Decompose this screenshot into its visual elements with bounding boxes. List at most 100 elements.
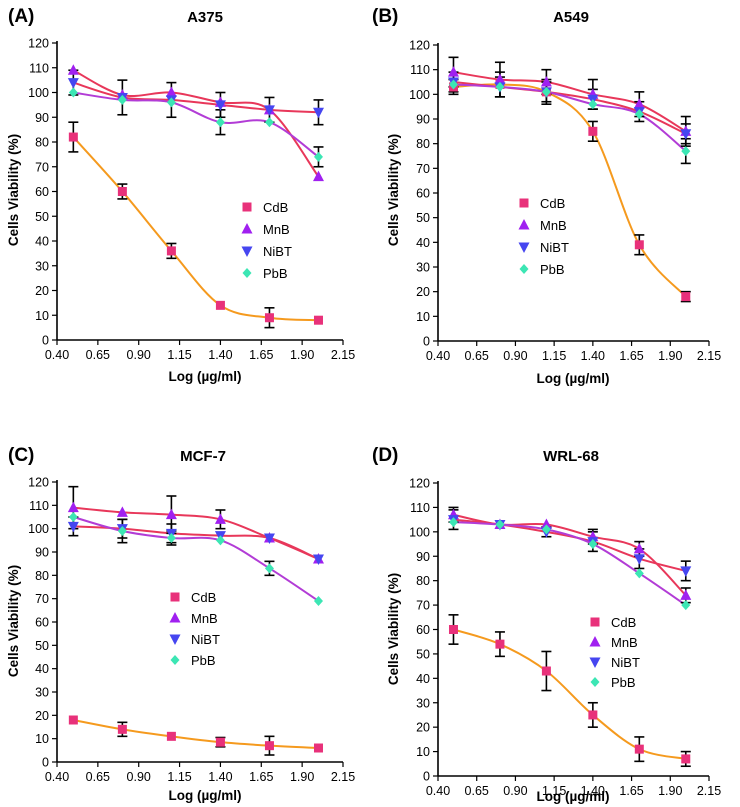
y-tick-label: 120 — [409, 39, 430, 53]
data-point-pbb — [541, 524, 551, 535]
y-tick-label: 10 — [35, 309, 49, 323]
legend-marker-mnb — [169, 612, 181, 623]
legend-label: PbB — [540, 262, 565, 277]
legend-marker-cdb — [590, 617, 600, 627]
y-tick-label: 80 — [35, 136, 49, 150]
data-point-pbb — [588, 99, 598, 110]
legend: CdB MnB NiBT PbB — [518, 196, 569, 277]
legend-label: NiBT — [611, 655, 640, 670]
x-tick-label: 2.15 — [697, 349, 721, 363]
y-tick-label: 120 — [28, 476, 49, 490]
fit-curve-mnb — [72, 69, 320, 178]
data-point-cdb — [68, 132, 78, 142]
x-tick-label: 2.15 — [697, 784, 721, 798]
y-axis-label: Cells Viability (%) — [386, 134, 401, 246]
data-point-pbb — [68, 512, 78, 522]
x-axis-label: Log (µg/ml) — [168, 369, 241, 384]
legend-label: MnB — [611, 635, 638, 650]
data-point-nibt — [214, 100, 226, 111]
legend-label: CdB — [191, 590, 216, 605]
data-point-mnb — [67, 64, 79, 75]
data-point-mnb — [494, 73, 506, 85]
data-point-pbb — [264, 117, 274, 128]
y-tick-label: 80 — [416, 137, 430, 151]
legend-label: CdB — [611, 615, 636, 630]
legend-label: PbB — [611, 675, 636, 690]
y-axis-label: Cells Viability (%) — [6, 134, 21, 246]
y-tick-label: 20 — [416, 721, 430, 735]
x-tick-label: 1.65 — [249, 348, 273, 362]
y-tick-label: 30 — [416, 261, 430, 275]
chart-title: A549 — [553, 9, 589, 26]
data-point-pbb — [495, 81, 505, 92]
data-point-cdb — [495, 639, 505, 649]
legend-label: NiBT — [263, 244, 292, 259]
data-point-mnb — [540, 76, 552, 87]
y-tick-label: 0 — [42, 334, 49, 348]
data-point-nibt — [67, 78, 79, 89]
data-point-cdb — [215, 300, 225, 310]
x-tick-label: 0.65 — [86, 770, 110, 784]
y-tick-label: 110 — [29, 499, 49, 513]
data-point-nibt — [263, 105, 275, 116]
legend-label: PbB — [263, 266, 288, 281]
data-point-nibt — [263, 533, 275, 544]
data-point-mnb — [447, 66, 459, 77]
legend: CdB MnB NiBT PbB — [589, 615, 640, 690]
legend-marker-cdb — [242, 202, 252, 212]
x-axis-label: Log (µg/ml) — [536, 371, 609, 386]
y-tick-label: 30 — [35, 686, 49, 700]
legend-label: MnB — [191, 611, 218, 626]
legend-marker-cdb — [170, 592, 180, 602]
fit-curve-mnb — [453, 513, 687, 597]
chart-title: A375 — [187, 9, 223, 26]
legend-label: NiBT — [191, 632, 220, 647]
y-tick-label: 50 — [416, 211, 430, 225]
panel-label: (D) — [372, 445, 398, 466]
y-tick-label: 60 — [416, 187, 430, 201]
data-point-nibt — [633, 554, 645, 565]
legend-marker-pbb — [590, 677, 600, 687]
data-point-mnb — [633, 98, 645, 109]
data-point-nibt — [312, 107, 324, 119]
data-point-pbb — [166, 97, 176, 108]
y-axis-label: Cells Viability (%) — [386, 573, 401, 685]
data-point-pbb — [264, 563, 274, 574]
data-point-mnb — [214, 513, 226, 524]
data-point-pbb — [541, 86, 551, 97]
legend-marker-nibt — [589, 657, 601, 668]
data-point-cdb — [117, 187, 127, 196]
data-point-pbb — [313, 151, 323, 162]
x-tick-label: 1.40 — [208, 348, 232, 362]
legend-marker-mnb — [589, 636, 601, 647]
x-tick-label: 1.65 — [619, 349, 643, 363]
legend-marker-pbb — [242, 268, 252, 278]
y-tick-label: 120 — [28, 37, 49, 51]
y-tick-label: 30 — [35, 259, 49, 273]
data-point-pbb — [588, 539, 598, 550]
chart-panel-mcf-7: (C) MCF-7 0 10 20 30 40 50 60 70 80 90 100 110 120 0.40… — [6, 445, 355, 803]
y-tick-label: 50 — [35, 210, 49, 224]
x-tick-label: 0.90 — [503, 349, 527, 363]
fit-curve-nibt — [73, 81, 319, 114]
panel-label: (C) — [8, 445, 34, 466]
data-point-mnb — [165, 508, 177, 520]
chart-title: MCF-7 — [180, 448, 226, 465]
y-tick-label: 80 — [416, 574, 430, 588]
legend-label: NiBT — [540, 240, 569, 255]
legend-marker-mnb — [518, 219, 530, 230]
y-tick-label: 120 — [409, 477, 430, 491]
legend-label: MnB — [263, 222, 290, 237]
data-point-pbb — [634, 109, 644, 120]
fit-curve-cdb — [73, 719, 319, 749]
data-point-pbb — [681, 600, 691, 611]
y-tick-label: 60 — [35, 616, 49, 630]
data-point-pbb — [495, 519, 505, 530]
y-tick-label: 90 — [416, 550, 430, 564]
legend-marker-cdb — [519, 198, 529, 208]
fit-curve-nibt — [453, 518, 687, 572]
x-tick-label: 1.65 — [249, 770, 273, 784]
y-tick-label: 100 — [28, 86, 49, 100]
data-point-pbb — [634, 568, 644, 579]
